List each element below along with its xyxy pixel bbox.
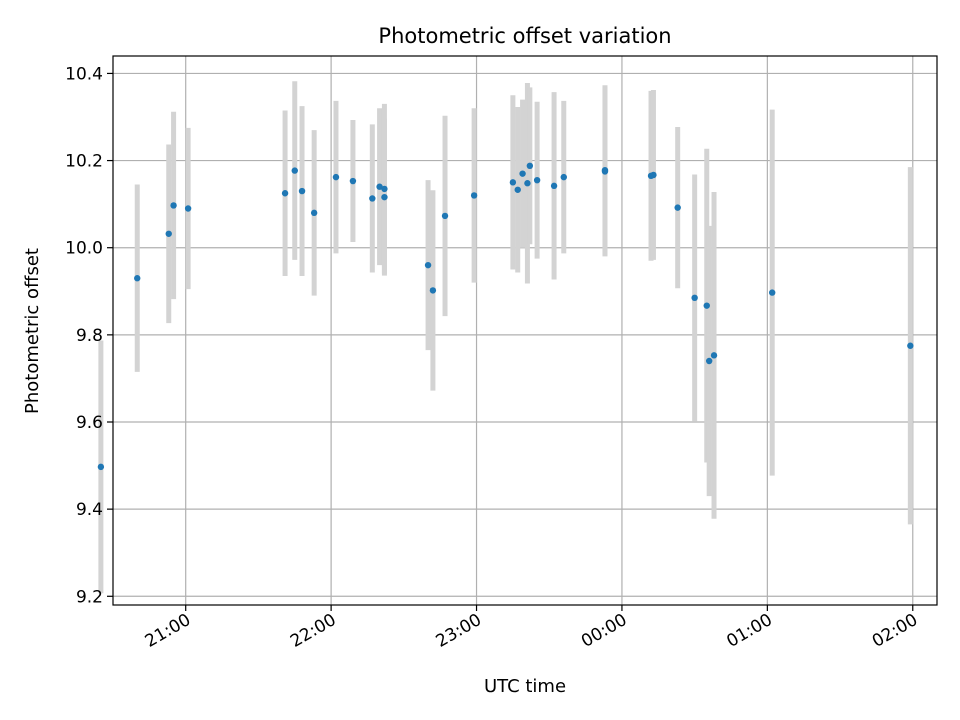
data-point <box>369 195 376 202</box>
data-point <box>533 176 541 184</box>
data-point <box>524 180 531 187</box>
data-point <box>703 302 710 309</box>
plot-frame <box>112 55 938 606</box>
data-point <box>310 209 318 217</box>
y-axis-ticks: 9.2 9.4 9.6 9.8 10.0 10.2 10.4 <box>65 64 113 607</box>
data-point <box>381 185 388 193</box>
data-point <box>332 173 340 181</box>
data-point <box>514 186 521 193</box>
data-point <box>519 170 526 177</box>
data-point <box>291 167 298 174</box>
data-point <box>281 190 289 197</box>
data-point <box>349 177 357 185</box>
data-point <box>97 463 105 471</box>
x-axis-label: UTC time <box>484 676 566 697</box>
data-point <box>134 275 141 282</box>
data-point <box>170 202 177 209</box>
data-point <box>769 289 776 296</box>
y-tick-label: 9.8 <box>76 326 103 346</box>
data-point <box>470 192 478 199</box>
y-tick-label: 9.2 <box>76 587 103 607</box>
data-point <box>376 183 383 190</box>
chart-title: Photometric offset variation <box>378 24 671 48</box>
data-point <box>650 171 657 179</box>
y-tick-label: 9.4 <box>76 500 103 520</box>
data-point <box>184 205 192 212</box>
y-tick-label: 10.4 <box>65 64 103 84</box>
data-point <box>550 182 558 190</box>
data-point <box>710 352 718 359</box>
data-point <box>601 166 609 174</box>
data-point <box>526 162 534 169</box>
data-point <box>509 179 517 186</box>
y-axis-label: Photometric offset <box>22 248 43 414</box>
data-point <box>298 187 306 195</box>
y-tick-label: 10.0 <box>65 239 103 259</box>
data-point <box>424 261 432 269</box>
data-point <box>381 193 388 201</box>
y-tick-label: 10.2 <box>65 152 103 172</box>
data-point <box>441 212 449 220</box>
data-points <box>97 162 914 471</box>
data-point <box>674 204 681 211</box>
data-point <box>705 357 713 365</box>
data-point <box>429 287 437 294</box>
data-point <box>165 230 172 237</box>
data-point <box>907 342 914 349</box>
y-tick-label: 9.6 <box>76 413 103 433</box>
data-point <box>560 173 567 181</box>
data-point <box>691 294 698 302</box>
